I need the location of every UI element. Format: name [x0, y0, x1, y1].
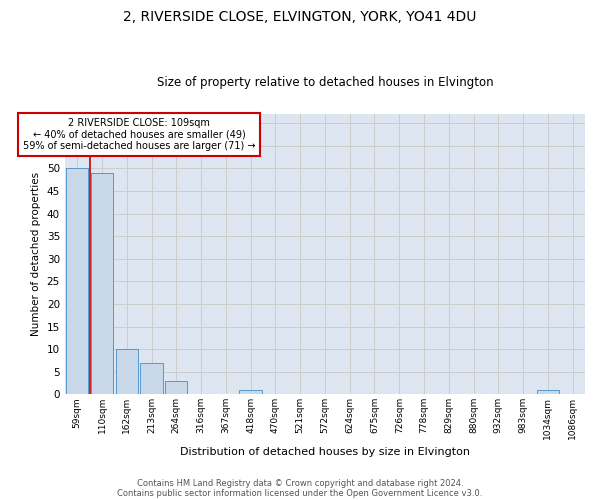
Bar [165, 380, 187, 394]
Text: 2 RIVERSIDE CLOSE: 109sqm
← 40% of detached houses are smaller (49)
59% of semi-: 2 RIVERSIDE CLOSE: 109sqm ← 40% of detac… [23, 118, 256, 151]
Bar [239, 390, 262, 394]
Text: Contains public sector information licensed under the Open Government Licence v3: Contains public sector information licen… [118, 488, 482, 498]
Bar [66, 168, 88, 394]
Bar [536, 390, 559, 394]
Y-axis label: Number of detached properties: Number of detached properties [31, 172, 41, 336]
Text: 2, RIVERSIDE CLOSE, ELVINGTON, YORK, YO41 4DU: 2, RIVERSIDE CLOSE, ELVINGTON, YORK, YO4… [124, 10, 476, 24]
X-axis label: Distribution of detached houses by size in Elvington: Distribution of detached houses by size … [180, 448, 470, 458]
Bar [140, 362, 163, 394]
Bar [91, 173, 113, 394]
Text: Contains HM Land Registry data © Crown copyright and database right 2024.: Contains HM Land Registry data © Crown c… [137, 478, 463, 488]
Bar [116, 349, 138, 395]
Title: Size of property relative to detached houses in Elvington: Size of property relative to detached ho… [157, 76, 493, 90]
